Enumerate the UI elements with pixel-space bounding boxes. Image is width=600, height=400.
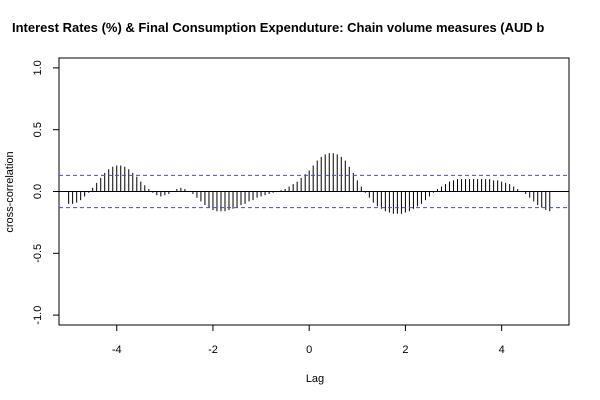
x-tick-label: 4: [499, 344, 505, 356]
y-tick-label: 0.5: [32, 122, 44, 137]
plot-area: -4 -2 0 2 4 -1.0 -0.5 0.0 0.5 1.0: [32, 57, 570, 356]
x-tick-label: 0: [306, 344, 312, 356]
y-axis-label: cross-correlation: [4, 151, 16, 232]
x-tick-label: -2: [208, 344, 218, 356]
y-tick-label: 0.0: [32, 184, 44, 199]
x-tick-label: -4: [112, 344, 122, 356]
y-tick-label: 1.0: [32, 60, 44, 75]
x-tick-label: 2: [402, 344, 408, 356]
y-tick-label: -1.0: [32, 306, 44, 325]
y-tick-label: -0.5: [32, 244, 44, 263]
x-axis-label: Lag: [306, 373, 324, 385]
chart-title: Interest Rates (%) & Final Consumption E…: [12, 20, 544, 35]
